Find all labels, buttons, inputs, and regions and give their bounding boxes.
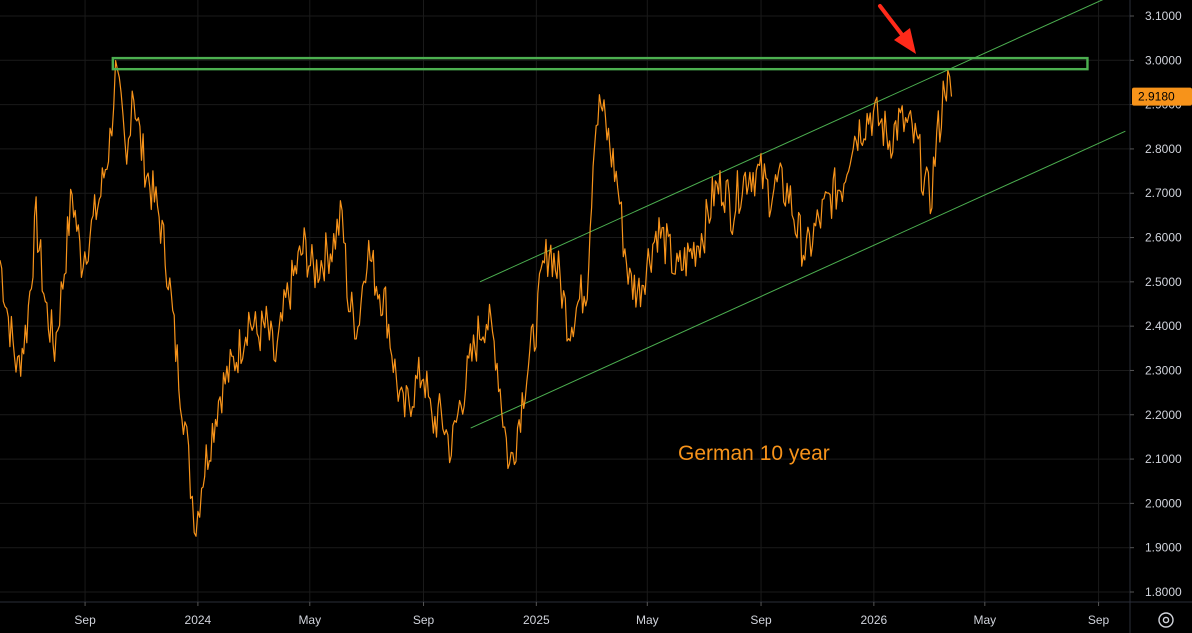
y-tick-label: 3.1000 <box>1145 9 1182 23</box>
y-tick-label: 2.7000 <box>1145 186 1182 200</box>
x-axis-panel[interactable] <box>0 602 1192 633</box>
x-tick-label: Sep <box>413 613 435 627</box>
y-tick-label: 2.2000 <box>1145 408 1182 422</box>
y-tick-label: 2.8000 <box>1145 142 1182 156</box>
price-line[interactable] <box>0 60 953 537</box>
y-tick-label: 2.0000 <box>1145 496 1182 510</box>
y-tick-label: 2.4000 <box>1145 319 1182 333</box>
trend-channel <box>470 0 1126 429</box>
x-tick-label: Sep <box>74 613 96 627</box>
x-tick-label: 2025 <box>523 613 550 627</box>
arrow-shaft <box>878 4 905 38</box>
resistance-box[interactable] <box>111 56 1089 71</box>
x-tick-label: May <box>298 613 321 627</box>
channel-upper-line[interactable] <box>479 0 1125 283</box>
y-tick-label: 2.6000 <box>1145 231 1182 245</box>
y-tick-label: 2.3000 <box>1145 363 1182 377</box>
x-tick-label: May <box>636 613 659 627</box>
y-tick-label: 1.8000 <box>1145 585 1182 599</box>
last-price-label: 2.9180 <box>1138 90 1175 104</box>
y-tick-label: 3.0000 <box>1145 53 1182 67</box>
price-series <box>0 60 953 537</box>
x-tick-label: Sep <box>750 613 772 627</box>
y-tick-label: 2.1000 <box>1145 452 1182 466</box>
x-tick-label: Sep <box>1088 613 1110 627</box>
arrow-layer <box>878 4 916 54</box>
red-arrow[interactable] <box>878 4 916 54</box>
grid <box>0 0 1130 602</box>
x-tick-label: 2024 <box>185 613 212 627</box>
y-tick-label: 2.5000 <box>1145 275 1182 289</box>
arrow-head <box>894 28 916 54</box>
settings-icon[interactable] <box>1158 612 1174 628</box>
chart-annotation: German 10 year <box>678 442 830 465</box>
y-tick-label: 1.9000 <box>1145 541 1182 555</box>
channel-lower-line[interactable] <box>470 130 1126 429</box>
last-price-badge <box>1132 87 1192 106</box>
resistance-box-layer <box>111 56 1089 71</box>
x-tick-label: May <box>973 613 996 627</box>
x-tick-label: 2026 <box>861 613 888 627</box>
